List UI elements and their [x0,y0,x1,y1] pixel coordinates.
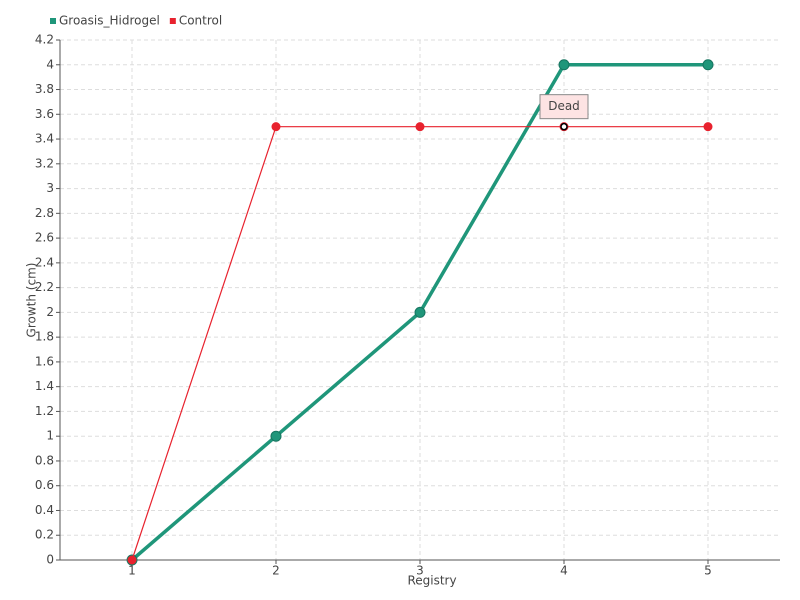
x-tick-label: 5 [704,564,712,578]
y-tick-label: 3.4 [35,132,54,146]
data-point [558,59,570,71]
x-axis-label: Registry [407,574,456,588]
data-point [414,306,426,318]
legend-swatch [169,18,176,24]
annotation-label: Dead [548,99,580,113]
y-tick-label: 1.8 [35,330,54,344]
y-tick-label: 1.4 [35,379,54,393]
y-tick-label: 3.6 [35,107,54,121]
y-tick-label: 4.2 [35,33,54,47]
y-tick-label: 0.6 [35,478,54,492]
y-tick-label: 2.8 [35,206,54,220]
data-point [270,430,282,442]
data-point [127,555,137,565]
y-tick-label: 0.8 [35,453,54,467]
y-tick-label: 0.4 [35,503,54,517]
y-tick-label: 4 [46,57,54,71]
legend-label: Groasis_Hidrogel [59,14,160,28]
x-tick-label: 4 [560,564,568,578]
x-tick-label: 2 [272,564,280,578]
y-tick-label: 2.4 [35,255,54,269]
legend-swatch [50,18,56,24]
x-tick-label: 1 [128,564,136,578]
annotation-box [539,94,589,120]
y-axis-label: Growth (cm) [25,263,39,338]
data-point [703,122,713,132]
data-point [271,122,281,132]
y-tick-label: 0 [46,553,54,567]
y-tick-label: 2.2 [35,280,54,294]
y-tick-label: 3.8 [35,82,54,96]
y-tick-label: 0.2 [35,528,54,542]
y-tick-label: 1 [46,429,54,443]
y-tick-label: 1.2 [35,404,54,418]
data-point [415,122,425,132]
y-tick-label: 3 [46,181,54,195]
y-tick-label: 2.6 [35,231,54,245]
annotation-point [560,122,568,131]
data-point [702,59,714,71]
y-tick-label: 1.6 [35,354,54,368]
x-tick-label: 3 [416,564,424,578]
legend-label: Control [179,14,222,28]
y-tick-label: 2 [46,305,54,319]
y-tick-label: 3.2 [35,156,54,170]
